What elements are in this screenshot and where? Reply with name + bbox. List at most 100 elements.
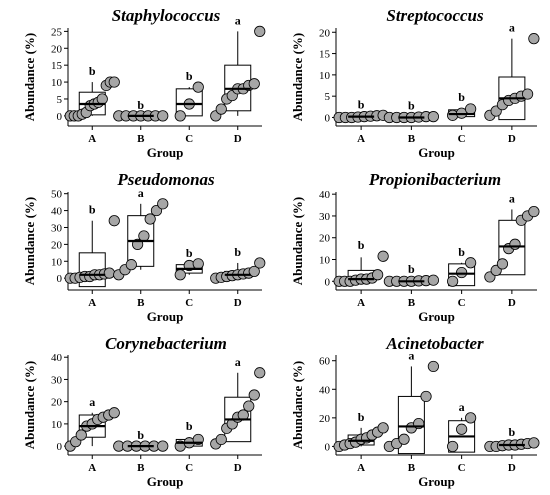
box-group-d: b	[210, 245, 266, 284]
data-point	[254, 257, 266, 269]
x-tick-label: D	[508, 462, 516, 474]
data-point	[377, 422, 389, 434]
box-group-b: b	[383, 99, 439, 124]
data-point	[427, 111, 439, 123]
data-point	[248, 265, 260, 278]
significance-letter: b	[408, 262, 415, 276]
iqr-box	[175, 88, 203, 117]
y-tick-label: 20	[319, 413, 331, 425]
data-point	[248, 78, 260, 90]
y-axis-label: Abundance (%)	[290, 197, 305, 286]
y-tick-label: 50	[51, 189, 63, 201]
significance-letter: b	[358, 410, 365, 424]
x-tick-label: B	[408, 133, 416, 145]
data-point	[174, 269, 186, 281]
data-point	[398, 433, 410, 445]
panel-propionibacterium: Propionibacterium 0 10 20 30 40 Abundance (%) G…	[290, 170, 540, 324]
box-group-c: b	[447, 245, 477, 287]
data-point	[144, 213, 156, 225]
x-tick-label: C	[458, 297, 466, 309]
y-tick-label: 0	[57, 111, 63, 123]
significance-letter: a	[138, 186, 144, 200]
y-tick-label: 20	[51, 239, 63, 251]
box-group-c: a	[447, 400, 477, 453]
x-axis-label: Group	[418, 474, 455, 489]
y-tick-label: 5	[325, 91, 331, 103]
significance-letter: b	[358, 97, 365, 111]
box-group-c: b	[447, 90, 477, 121]
significance-letter: b	[89, 203, 96, 217]
x-axis-label: Group	[147, 145, 184, 160]
box-group-b: b	[383, 262, 439, 287]
x-tick-label: D	[234, 462, 242, 474]
box-group-b: b	[113, 98, 169, 122]
y-axis-label: Abundance (%)	[22, 33, 37, 122]
data-point	[496, 258, 509, 270]
data-point	[456, 423, 468, 435]
data-point	[254, 25, 266, 37]
box-group-d: b	[484, 425, 540, 453]
y-tick-label: 10	[319, 70, 331, 82]
x-tick-label: A	[88, 462, 96, 474]
x-axis-label: Group	[147, 309, 184, 324]
data-point	[108, 215, 120, 227]
data-point	[157, 198, 169, 210]
panel-acinetobacter: Acinetobacter 0 20 40 60 Abundance (%) Group Ab…	[290, 334, 540, 489]
box-group-b: a	[383, 348, 439, 455]
significance-letter: b	[408, 99, 415, 113]
box-group-a: b	[333, 410, 389, 453]
significance-letter: b	[186, 246, 193, 260]
box-group-b: a	[113, 186, 169, 281]
data-point	[509, 238, 521, 250]
data-point	[254, 367, 266, 379]
y-tick-label: 10	[51, 77, 63, 89]
panel-streptococcus: Streptococcus 0 5 10 15 20 Abundance (%) Group A…	[290, 6, 540, 160]
box-group-d: a	[210, 13, 266, 122]
x-tick-label: A	[357, 133, 365, 145]
data-point	[243, 400, 255, 412]
significance-letter: b	[186, 69, 193, 83]
y-tick-label: 0	[57, 273, 63, 285]
y-tick-label: 30	[51, 222, 63, 234]
significance-letter: a	[235, 355, 241, 369]
box-group-a: b	[333, 238, 389, 287]
data-point	[75, 429, 87, 441]
x-tick-label: B	[137, 133, 145, 145]
y-axis-label: Abundance (%)	[290, 361, 305, 450]
y-tick-label: 40	[319, 189, 331, 201]
data-point	[377, 250, 389, 262]
y-tick-label: 60	[319, 356, 331, 368]
significance-letter: b	[137, 98, 144, 112]
panel-pseudomonas: Pseudomonas 0 10 20 30 40 50 Abundance (%) Group…	[22, 170, 266, 324]
x-axis-label: Group	[147, 474, 184, 489]
y-tick-label: 40	[319, 384, 331, 396]
box-group-c: b	[174, 246, 204, 281]
significance-letter: b	[137, 428, 144, 442]
y-tick-label: 15	[319, 49, 331, 61]
data-point	[465, 103, 477, 115]
y-tick-label: 0	[325, 441, 331, 453]
x-tick-label: D	[234, 133, 242, 145]
y-tick-label: 30	[319, 211, 331, 223]
x-tick-label: D	[234, 297, 242, 309]
data-point	[528, 33, 540, 45]
significance-letter: b	[509, 425, 516, 439]
x-tick-label: C	[458, 133, 466, 145]
x-tick-label: C	[185, 297, 193, 309]
data-point	[138, 230, 150, 242]
y-tick-label: 5	[57, 94, 63, 106]
box-group-d: a	[484, 191, 540, 283]
data-point	[248, 389, 260, 401]
panel-title: Acinetobacter	[385, 334, 484, 353]
y-tick-label: 40	[51, 352, 63, 364]
y-tick-label: 25	[51, 26, 63, 38]
y-tick-label: 0	[325, 112, 331, 124]
data-point	[103, 267, 115, 279]
x-axis-label: Group	[418, 145, 455, 160]
panel-title: Staphylococcus	[112, 6, 221, 25]
data-point	[447, 275, 459, 287]
panel-corynebacterium: Corynebacterium 0 10 20 30 40 Abundance (%) Gro…	[22, 334, 266, 489]
x-tick-label: B	[137, 297, 145, 309]
box-group-a: a	[64, 395, 120, 452]
